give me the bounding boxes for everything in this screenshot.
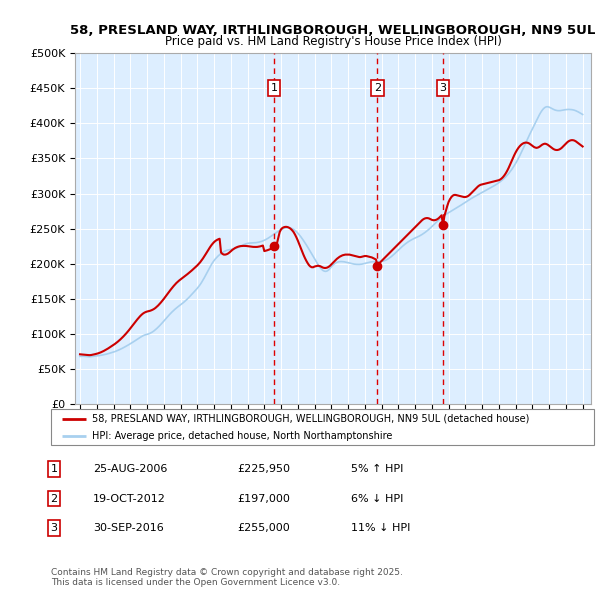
Text: 1: 1	[271, 83, 278, 93]
Text: 5% ↑ HPI: 5% ↑ HPI	[351, 464, 403, 474]
Text: 1: 1	[50, 464, 58, 474]
Text: 19-OCT-2012: 19-OCT-2012	[93, 494, 166, 503]
Text: 58, PRESLAND WAY, IRTHLINGBOROUGH, WELLINGBOROUGH, NN9 5UL (detached house): 58, PRESLAND WAY, IRTHLINGBOROUGH, WELLI…	[92, 414, 529, 424]
Text: £255,000: £255,000	[237, 523, 290, 533]
Text: HPI: Average price, detached house, North Northamptonshire: HPI: Average price, detached house, Nort…	[92, 431, 392, 441]
Text: 3: 3	[50, 523, 58, 533]
Text: 2: 2	[374, 83, 381, 93]
Text: 3: 3	[440, 83, 446, 93]
Text: 58, PRESLAND WAY, IRTHLINGBOROUGH, WELLINGBOROUGH, NN9 5UL: 58, PRESLAND WAY, IRTHLINGBOROUGH, WELLI…	[70, 24, 596, 37]
Text: 2: 2	[50, 494, 58, 503]
Text: £197,000: £197,000	[237, 494, 290, 503]
Text: Contains HM Land Registry data © Crown copyright and database right 2025.
This d: Contains HM Land Registry data © Crown c…	[51, 568, 403, 587]
Text: Price paid vs. HM Land Registry's House Price Index (HPI): Price paid vs. HM Land Registry's House …	[164, 35, 502, 48]
Text: 6% ↓ HPI: 6% ↓ HPI	[351, 494, 403, 503]
Text: 30-SEP-2016: 30-SEP-2016	[93, 523, 164, 533]
FancyBboxPatch shape	[51, 409, 594, 445]
Text: 25-AUG-2006: 25-AUG-2006	[93, 464, 167, 474]
Text: £225,950: £225,950	[237, 464, 290, 474]
Text: 11% ↓ HPI: 11% ↓ HPI	[351, 523, 410, 533]
